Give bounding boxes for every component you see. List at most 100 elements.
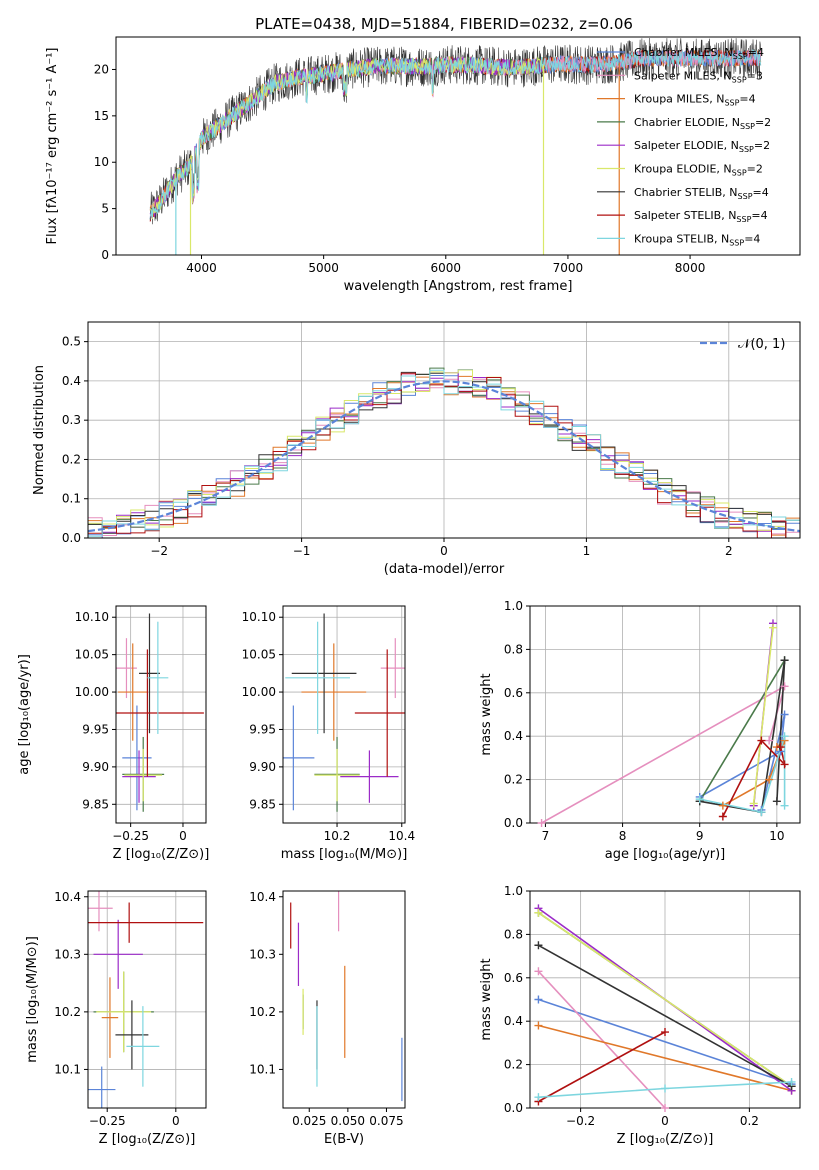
legend-subscript: SSP [740, 122, 755, 131]
legend-subscript: SSP [724, 99, 739, 108]
x-tick-label: 4000 [186, 261, 217, 275]
x-axis-label: Z [log₁₀(Z/Z⊙)] [617, 1132, 714, 1147]
y-tick-label: 10.05 [242, 648, 276, 662]
x-tick-label: 0.075 [369, 1114, 403, 1128]
weight-line [538, 1024, 792, 1092]
weight-marker [787, 1077, 796, 1086]
plot-area [116, 613, 204, 812]
x-axis-label: Z [log₁₀(Z/Z⊙)] [99, 1132, 196, 1147]
x-tick-label: 6000 [431, 261, 462, 275]
x-tick-label: 10.4 [388, 829, 415, 843]
y-tick-label: 0.2 [504, 773, 523, 787]
legend-label: Kroupa ELODIE, N [634, 163, 732, 176]
axes-frame [282, 890, 406, 1109]
weight-marker [534, 995, 543, 1004]
y-tick-label: 1.0 [504, 599, 523, 613]
weight-line [699, 714, 786, 811]
y-tick-label: 9.85 [249, 797, 276, 811]
y-tick-label: 10.4 [54, 890, 81, 904]
legend-label: Chabrier MILES, N [634, 46, 733, 59]
x-tick-label: 0.2 [740, 1114, 759, 1128]
weight-marker [534, 967, 543, 976]
spectrum-line [149, 49, 762, 218]
x-tick-label: 0 [661, 1114, 669, 1128]
y-tick-label: 10.00 [75, 685, 109, 699]
y-tick-label: 10.4 [249, 890, 276, 904]
x-tick-label: −0.25 [89, 1114, 126, 1128]
axes-frame [87, 321, 801, 539]
x-axis-label: (data-model)/error [384, 562, 505, 577]
axes-frame [282, 605, 406, 824]
weight-line [537, 970, 666, 1108]
legend-entry: Salpeter MILES, NSSP=3 [634, 69, 763, 84]
x-axis-label: E(B-V) [324, 1132, 364, 1147]
y-tick-label: 10.05 [75, 648, 109, 662]
weight-marker [534, 1093, 543, 1102]
y-tick-label: 0.4 [62, 374, 81, 388]
x-axis-label: mass [log₁₀(M/M⊙)] [281, 847, 408, 862]
legend-subscript: SSP [732, 75, 747, 84]
y-tick-label: 0.2 [62, 452, 81, 466]
y-tick-label: 10.10 [75, 610, 109, 624]
y-tick-label: 10 [94, 155, 109, 169]
weight-marker [780, 656, 789, 665]
legend-entry: Kroupa STELIB, NSSP=4 [634, 232, 760, 247]
legend-label: Chabrier STELIB, N [634, 186, 738, 199]
x-tick-label: 0.050 [331, 1114, 365, 1128]
y-tick-label: 0.8 [504, 927, 523, 941]
legend-entry: 𝒩(0, 1) [738, 337, 785, 352]
weight-marker [780, 682, 789, 691]
x-axis-label: age [log₁₀(age/yr)] [605, 847, 726, 862]
weight-line [538, 1031, 666, 1103]
x-tick-label: 5000 [308, 261, 339, 275]
x-tick-label: 10.2 [324, 829, 351, 843]
weight-line [699, 659, 786, 802]
weight-line [538, 944, 792, 1087]
legend-entry: Kroupa MILES, NSSP=4 [634, 93, 756, 108]
x-tick-label: −0.2 [566, 1114, 595, 1128]
weight-marker [780, 710, 789, 719]
weight-marker [661, 1084, 669, 1093]
y-axis-label: mass weight [479, 673, 494, 755]
panel-mass-vs-Z: −0.25 0 10.1 10.2 10.3 10.4 Z [log₁₀(Z/Z⊙)] mas… [25, 890, 207, 1147]
axes-frame [529, 605, 801, 824]
weight-marker [765, 736, 774, 745]
plot-area [149, 37, 762, 255]
y-tick-label: 5 [101, 202, 109, 216]
x-tick-label: 0 [440, 544, 448, 558]
x-tick-label: 7 [542, 829, 550, 843]
x-axis-label: Z [log₁₀(Z/Z⊙)] [113, 847, 210, 862]
weight-line [541, 684, 786, 823]
x-tick-label: −2 [150, 544, 168, 558]
legend-suffix: =4 [744, 232, 760, 245]
gaussian-curve [88, 380, 800, 533]
plot-area [541, 623, 787, 823]
weight-line [699, 660, 786, 814]
weight-marker [534, 1021, 543, 1030]
x-tick-label: 0 [172, 1114, 180, 1128]
weight-marker [534, 941, 543, 950]
axes-frame [87, 890, 207, 1109]
x-tick-label: 8 [619, 829, 627, 843]
x-axis-label: wavelength [Angstrom, rest frame] [344, 279, 573, 294]
y-tick-label: 15 [94, 109, 109, 123]
legend-entry: Salpeter STELIB, NSSP=4 [634, 209, 768, 224]
y-tick-label: 0.4 [504, 729, 523, 743]
legend-suffix: =2 [754, 139, 770, 152]
weight-marker [661, 1104, 669, 1112]
figure-title: PLATE=0438, MJD=51884, FIBERID=0232, z=0… [255, 15, 633, 33]
y-axis-label: Flux [fλ10⁻¹⁷ erg cm⁻² s⁻¹ A⁻¹] [45, 48, 60, 245]
y-tick-label: 0.5 [62, 335, 81, 349]
weight-line [699, 735, 786, 814]
y-tick-label: 10.1 [54, 1062, 81, 1076]
weight-line [752, 627, 774, 804]
weight-marker [772, 797, 781, 806]
legend-entry: Chabrier STELIB, NSSP=4 [634, 186, 769, 201]
panel-age-vs-mass: 10.2 10.4 9.85 9.90 9.95 10.00 10.05 10.10 mass … [242, 605, 415, 862]
legend-label: Salpeter MILES, N [634, 69, 732, 82]
legend-subscript: SSP [739, 145, 754, 154]
weight-marker [765, 775, 774, 784]
axes-frame [115, 36, 801, 256]
y-tick-label: 0.0 [504, 816, 523, 830]
